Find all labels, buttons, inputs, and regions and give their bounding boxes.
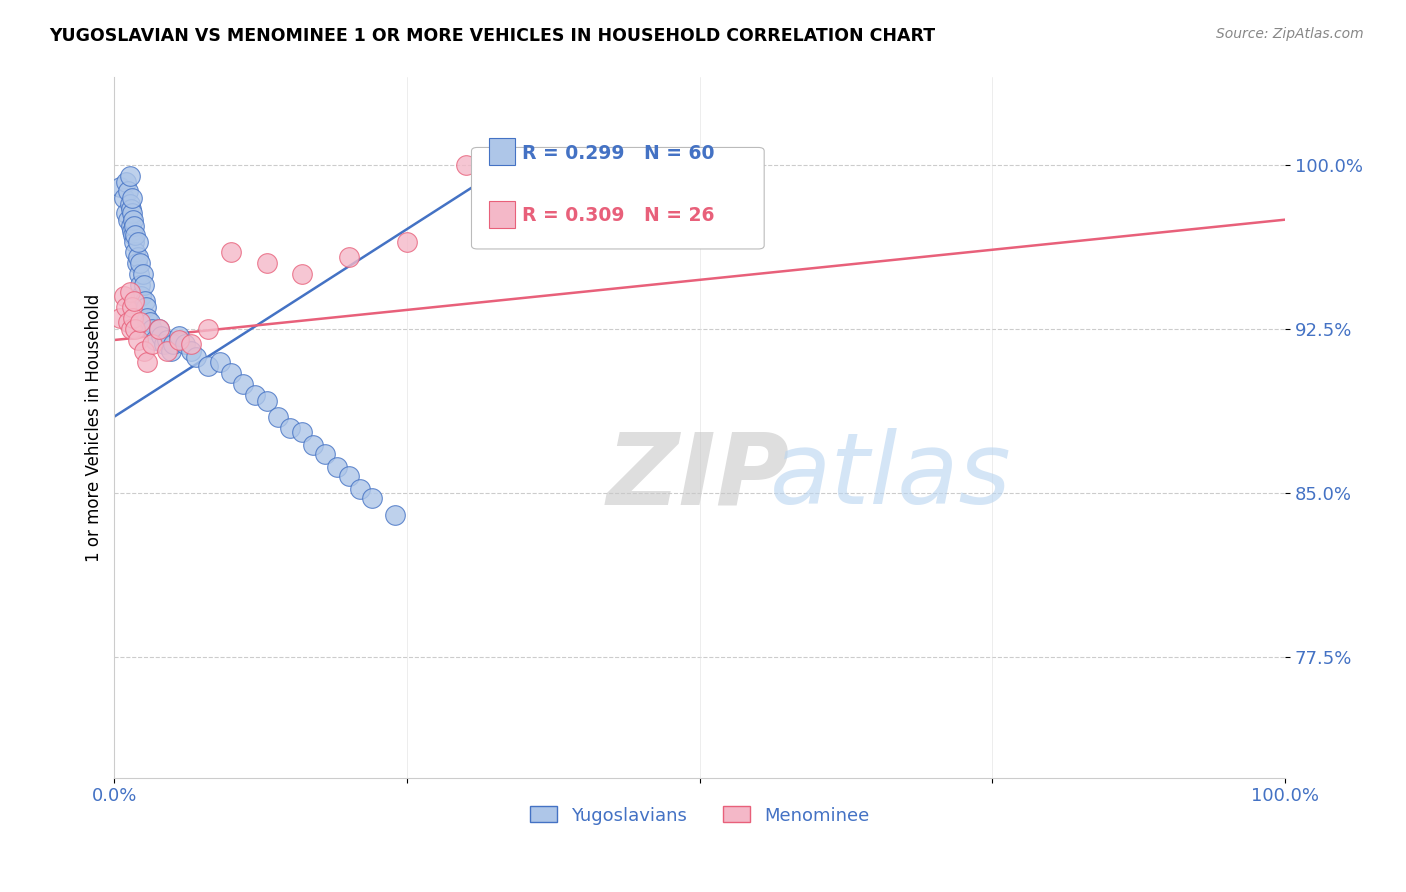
- Point: [136, 311, 159, 326]
- Point: [124, 235, 146, 249]
- Point: [117, 184, 139, 198]
- Point: [291, 425, 314, 439]
- Point: [208, 355, 231, 369]
- Point: [118, 169, 141, 183]
- Point: [115, 300, 138, 314]
- Point: [117, 316, 139, 330]
- Legend: Yugoslavians, Menominee: Yugoslavians, Menominee: [530, 806, 870, 824]
- Point: [122, 212, 145, 227]
- Point: [278, 420, 301, 434]
- Point: [167, 328, 190, 343]
- Point: [112, 191, 135, 205]
- Point: [232, 376, 254, 391]
- Point: [112, 289, 135, 303]
- Point: [179, 343, 201, 358]
- Point: [127, 235, 149, 249]
- Point: [148, 322, 170, 336]
- Point: [132, 343, 155, 358]
- Point: [186, 351, 208, 365]
- Point: [349, 482, 371, 496]
- Point: [243, 387, 266, 401]
- Y-axis label: 1 or more Vehicles in Household: 1 or more Vehicles in Household: [86, 293, 103, 562]
- Point: [314, 447, 336, 461]
- Bar: [489, 138, 515, 165]
- Point: [159, 343, 181, 358]
- Point: [127, 250, 149, 264]
- Point: [110, 311, 132, 326]
- Point: [121, 300, 143, 314]
- Point: [173, 337, 195, 351]
- Text: ZIP: ZIP: [606, 428, 789, 525]
- Point: [124, 322, 146, 336]
- Point: [135, 300, 157, 314]
- Point: [127, 333, 149, 347]
- Point: [120, 322, 142, 336]
- Bar: [489, 202, 515, 228]
- Point: [121, 224, 143, 238]
- Point: [122, 311, 145, 326]
- Point: [337, 468, 360, 483]
- Point: [124, 227, 146, 242]
- Point: [256, 256, 278, 270]
- Point: [337, 250, 360, 264]
- Point: [148, 322, 170, 336]
- Point: [129, 278, 152, 293]
- Point: [454, 158, 477, 172]
- Point: [291, 268, 314, 282]
- Point: [121, 191, 143, 205]
- FancyBboxPatch shape: [471, 147, 765, 249]
- Text: R = 0.309   N = 26: R = 0.309 N = 26: [522, 206, 714, 225]
- Point: [396, 235, 419, 249]
- Point: [115, 206, 138, 220]
- Point: [120, 202, 142, 216]
- Point: [141, 322, 163, 336]
- Point: [118, 197, 141, 211]
- Point: [110, 179, 132, 194]
- Point: [128, 268, 150, 282]
- Point: [145, 333, 167, 347]
- Point: [131, 268, 153, 282]
- Point: [162, 337, 184, 351]
- Point: [124, 293, 146, 308]
- Point: [141, 337, 163, 351]
- Point: [302, 438, 325, 452]
- Point: [221, 366, 243, 380]
- Point: [115, 176, 138, 190]
- Point: [121, 206, 143, 220]
- Point: [150, 328, 173, 343]
- Point: [134, 293, 156, 308]
- Point: [167, 333, 190, 347]
- Point: [156, 343, 179, 358]
- Point: [117, 212, 139, 227]
- Point: [326, 459, 349, 474]
- Point: [179, 337, 201, 351]
- Point: [361, 491, 384, 505]
- Point: [120, 219, 142, 234]
- Point: [129, 316, 152, 330]
- Point: [129, 256, 152, 270]
- Point: [136, 355, 159, 369]
- Text: atlas: atlas: [770, 428, 1012, 525]
- Point: [131, 289, 153, 303]
- Point: [118, 285, 141, 299]
- Point: [132, 278, 155, 293]
- Text: R = 0.299   N = 60: R = 0.299 N = 60: [522, 144, 714, 162]
- Text: Source: ZipAtlas.com: Source: ZipAtlas.com: [1216, 27, 1364, 41]
- Point: [124, 245, 146, 260]
- Point: [267, 409, 290, 424]
- Point: [197, 322, 219, 336]
- Point: [156, 333, 179, 347]
- Point: [122, 227, 145, 242]
- Point: [125, 256, 148, 270]
- Text: YUGOSLAVIAN VS MENOMINEE 1 OR MORE VEHICLES IN HOUSEHOLD CORRELATION CHART: YUGOSLAVIAN VS MENOMINEE 1 OR MORE VEHIC…: [49, 27, 935, 45]
- Point: [221, 245, 243, 260]
- Point: [197, 359, 219, 374]
- Point: [124, 219, 146, 234]
- Point: [138, 316, 160, 330]
- Point: [152, 337, 174, 351]
- Point: [384, 508, 406, 522]
- Point: [256, 394, 278, 409]
